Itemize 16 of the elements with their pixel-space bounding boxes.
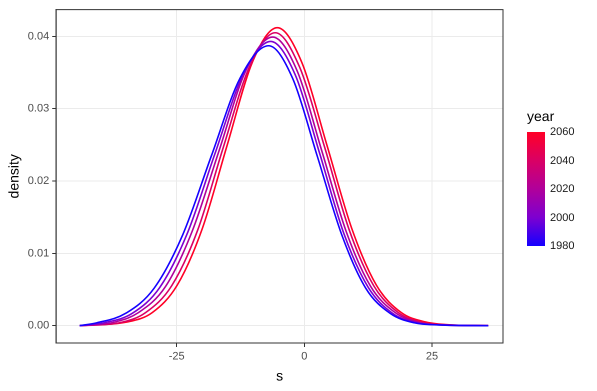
- color-bar-label: 2020: [550, 183, 574, 195]
- color-bar-label: 2060: [550, 126, 574, 138]
- y-tick-label: 0.04: [28, 30, 50, 42]
- y-axis-title: density: [5, 154, 22, 198]
- color-bar-label: 2000: [550, 212, 574, 224]
- y-tick-label: 0.02: [28, 175, 50, 188]
- x-tick-label: 0: [301, 350, 308, 363]
- y-tick-label: 0.00: [28, 320, 50, 332]
- y-tick-label: 0.01: [28, 247, 50, 260]
- x-tick-label: -25: [168, 350, 185, 363]
- y-tick-label: 0.03: [28, 102, 50, 115]
- color-bar-label: 2040: [550, 154, 574, 166]
- x-tick-label: 25: [426, 350, 438, 363]
- legend-title: year: [527, 108, 554, 124]
- color-bar-label: 1980: [550, 240, 574, 252]
- x-axis-title: s: [276, 367, 284, 384]
